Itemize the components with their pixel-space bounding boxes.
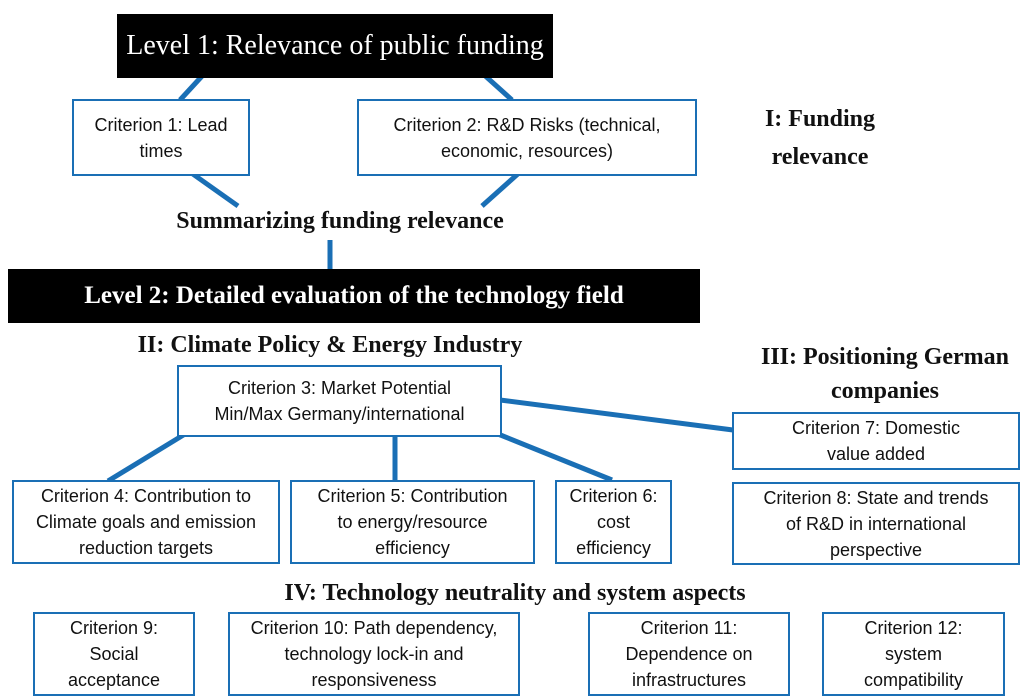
level1-title: Level 1: Relevance of public funding: [126, 30, 544, 61]
section3: III: Positioning German companies: [740, 340, 1025, 408]
text: Criterion 7: Domestic: [791, 418, 961, 438]
criterion4: Criterion 4: Contribution to Climate goal…: [12, 480, 280, 564]
text: Criterion 12:: [864, 618, 963, 638]
text: I: Funding: [764, 106, 876, 132]
text: Criterion 5: Contribution: [317, 486, 508, 506]
text: Criterion 9:: [69, 618, 159, 638]
text: Criterion 3: Market Potential: [227, 378, 452, 398]
text: acceptance: [67, 670, 161, 690]
connector: [499, 397, 734, 433]
text: Criterion 1: Lead: [94, 114, 228, 135]
section4: IV: Technology neutrality and system asp…: [215, 580, 815, 607]
text: efficiency: [375, 538, 450, 558]
text: responsiveness: [311, 670, 437, 690]
text: compatibility: [863, 670, 964, 690]
text: III: Positioning German: [760, 344, 1009, 370]
text: Min/Max Germany/international: [214, 404, 465, 424]
text: II: Climate Policy & Energy Industry: [137, 332, 523, 358]
text: relevance: [771, 144, 869, 170]
text: Criterion 4: Contribution to: [40, 486, 252, 506]
level2-title: Level 2: Detailed evaluation of the tech…: [84, 282, 624, 309]
text: technology lock-in and: [284, 644, 464, 664]
text: Criterion 6:: [569, 486, 658, 506]
text: of R&D in international: [785, 513, 967, 534]
connector: [188, 169, 240, 209]
text: cost: [596, 512, 630, 532]
criterion10: Criterion 10: Path dependency, technology…: [228, 612, 520, 696]
text: Social: [89, 644, 139, 664]
section2: II: Climate Policy & Energy Industry: [80, 332, 580, 359]
connector: [497, 431, 613, 483]
text: companies: [831, 378, 939, 404]
text: value added: [826, 444, 926, 464]
summary: Summarizing funding relevance: [100, 208, 580, 235]
text: Criterion 10: Path dependency,: [250, 618, 498, 638]
text: Criterion 11:: [640, 618, 738, 638]
text: Summarizing funding relevance: [176, 208, 504, 234]
text: Dependence on: [625, 644, 753, 664]
criterion9: Criterion 9: Social acceptance: [33, 612, 195, 696]
criterion11: Criterion 11: Dependence on infrastructure…: [588, 612, 790, 696]
text: Criterion 8: State and trends: [763, 487, 989, 508]
text: system: [884, 644, 942, 664]
text: IV: Technology neutrality and system asp…: [284, 580, 746, 606]
criterion2: Criterion 2: R&D Risks (technical, econom…: [357, 99, 697, 176]
criterion1: Criterion 1: Lead times: [72, 99, 250, 176]
criterion6: Criterion 6: cost efficiency: [555, 480, 672, 564]
section1: I: Funding relevance: [740, 100, 900, 176]
criterion8: Criterion 8: State and trends of R&D in i…: [732, 482, 1020, 565]
text: infrastructures: [631, 670, 747, 690]
criterion7: Criterion 7: Domestic value added: [732, 412, 1020, 470]
criterion5: Criterion 5: Contribution to energy/resou…: [290, 480, 535, 564]
text: Climate goals and emission: [35, 512, 257, 532]
text: to energy/resource: [337, 512, 488, 532]
text: perspective: [829, 539, 923, 560]
text: economic, resources): [440, 140, 614, 161]
connector: [106, 431, 187, 484]
text: times: [139, 140, 183, 161]
criterion12: Criterion 12: system compatibility: [822, 612, 1005, 696]
text: Criterion 2: R&D Risks (technical,: [393, 114, 661, 135]
text: efficiency: [576, 538, 651, 558]
level1-box: Level 1: Relevance of public funding: [117, 14, 553, 78]
connector: [480, 170, 522, 208]
criterion3: Criterion 3: Market Potential Min/Max Ger…: [177, 365, 502, 437]
level2-box: Level 2: Detailed evaluation of the tech…: [8, 269, 700, 323]
text: reduction targets: [78, 538, 214, 558]
